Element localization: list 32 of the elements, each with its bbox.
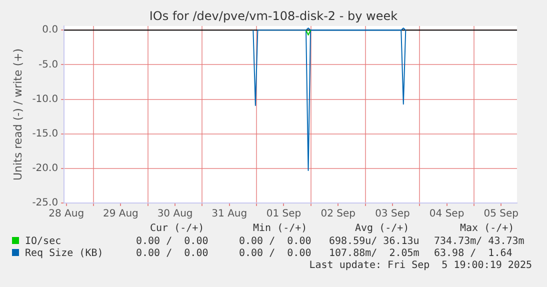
text: 0.00 / 0.00 (136, 236, 208, 247)
text: 63.98 / 1.64 (434, 248, 512, 259)
text: Avg (-/+) (355, 223, 410, 234)
text: 734.73m/ 43.73m (434, 236, 524, 247)
x-tick-label: 01 Sep (266, 208, 302, 220)
legend-label: Req Size (KB) (24, 248, 104, 259)
text: Min (-/+) (253, 223, 308, 234)
legend-label: IO/sec (24, 236, 62, 247)
y-tick-label: -25.0 (32, 198, 58, 209)
y-tick-label: -20.0 (32, 163, 58, 174)
x-tick-label: 05 Sep (484, 208, 519, 220)
x-tick-label: 04 Sep (429, 208, 464, 220)
x-tick-label: 03 Sep (375, 208, 410, 220)
x-tick-label: 28 Aug (48, 208, 84, 220)
text: Max (-/+) (460, 223, 514, 234)
chart-title: IOs for /dev/pve/vm-108-disk-2 - by week (148, 9, 399, 23)
text: 698.59u/ 36.13u (329, 236, 420, 247)
y-tick-label: -10.0 (32, 94, 58, 105)
y-tick-label: -5.0 (38, 59, 58, 70)
text: 0.00 / 0.00 (136, 248, 208, 259)
text: Last update: Fri Sep 5 19:00:19 2025 (309, 260, 532, 271)
y-tick-label: 0.0 (42, 24, 58, 36)
x-tick-label: 02 Sep (320, 208, 356, 220)
y-tick-label: -15.0 (32, 128, 58, 140)
text: 0.00 / 0.00 (239, 236, 312, 247)
x-tick-label: 29 Aug (102, 208, 138, 220)
y-axis-title: Units read (-) / write (+) (11, 48, 24, 181)
text: 0.00 / 0.00 (239, 248, 312, 259)
x-tick-label: 30 Aug (157, 208, 193, 220)
text: 107.88m/ 2.05m (329, 248, 420, 259)
text: Cur (-/+) (150, 223, 204, 234)
x-tick-label: 31 Aug (212, 208, 248, 220)
